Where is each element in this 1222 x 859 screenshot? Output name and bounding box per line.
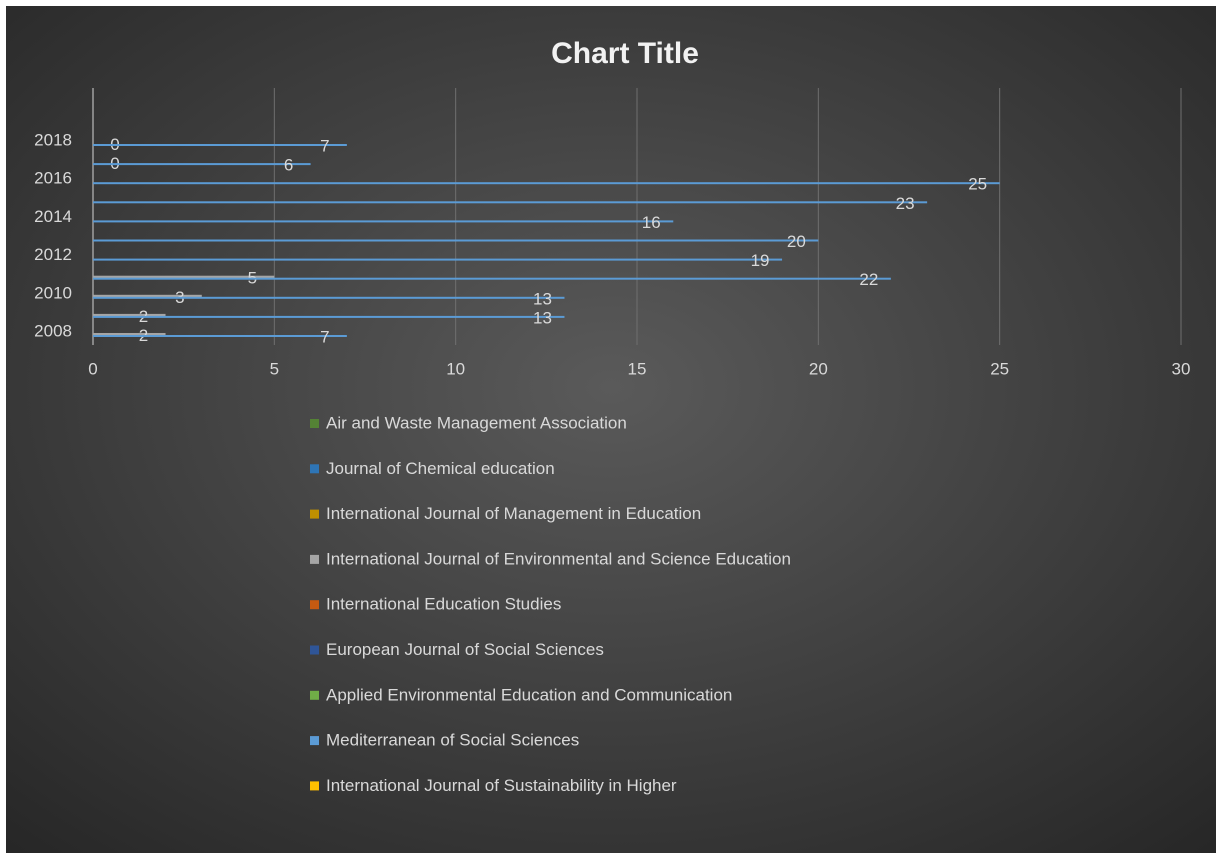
- bar: [93, 335, 347, 337]
- x-tick-label: 25: [990, 359, 1009, 378]
- legend-swatch: [310, 554, 319, 564]
- data-label: 13: [533, 289, 552, 308]
- legend-swatch: [310, 781, 319, 791]
- legend-label: Applied Environmental Education and Comm…: [326, 685, 732, 704]
- x-tick-label: 5: [270, 359, 279, 378]
- x-tick-label: 30: [1172, 359, 1191, 378]
- legend-label: International Journal of Management in E…: [326, 504, 701, 523]
- bar: [93, 163, 311, 166]
- data-label: 19: [751, 251, 770, 270]
- bar: [93, 220, 674, 223]
- x-tick-label: 15: [628, 359, 647, 378]
- bar: [93, 294, 202, 298]
- legend-label: International Education Studies: [326, 595, 561, 614]
- data-label: 16: [642, 213, 661, 232]
- bar: [93, 201, 928, 204]
- data-label: 13: [533, 308, 552, 327]
- y-tick-label: 2012: [34, 245, 72, 264]
- legend-label: Journal of Chemical education: [326, 459, 555, 478]
- legend-swatch: [310, 419, 319, 428]
- x-tick-label: 20: [809, 359, 828, 378]
- y-tick-label: 2018: [34, 130, 72, 149]
- data-label: 20: [787, 232, 806, 251]
- data-label: 7: [320, 136, 329, 155]
- legend-swatch: [310, 464, 319, 474]
- legend-label: Air and Waste Management Association: [326, 413, 627, 432]
- x-tick-label: 0: [88, 359, 97, 378]
- bar: [93, 296, 565, 299]
- x-tick-label: 10: [446, 359, 465, 378]
- y-tick-label: 2016: [34, 169, 72, 188]
- bar: [93, 313, 166, 317]
- legend-swatch: [310, 600, 319, 610]
- bar: [93, 275, 275, 279]
- y-tick-label: 2008: [34, 321, 72, 340]
- bar: [93, 258, 783, 261]
- bar: [93, 277, 891, 280]
- legend-swatch: [310, 645, 319, 655]
- chart-background: [6, 6, 1216, 853]
- chart-title: Chart Title: [551, 37, 699, 70]
- y-tick-label: 2010: [34, 283, 72, 302]
- legend-label: Mediterranean of Social Sciences: [326, 731, 579, 750]
- bar: [93, 315, 565, 318]
- legend-label: International Journal of Environmental a…: [326, 549, 791, 568]
- legend-swatch: [310, 690, 319, 700]
- legend-swatch: [310, 736, 319, 746]
- legend-label: European Journal of Social Sciences: [326, 640, 604, 659]
- bar: [93, 239, 819, 242]
- bar: [93, 144, 347, 146]
- data-label: 6: [284, 156, 293, 175]
- bar: [93, 333, 166, 336]
- legend-swatch: [310, 509, 319, 519]
- data-label: 25: [968, 175, 987, 194]
- legend-label: International Journal of Sustainability …: [326, 776, 677, 795]
- data-label: 23: [896, 194, 915, 213]
- bar: [93, 182, 1000, 185]
- data-label: 22: [859, 270, 878, 289]
- data-label: 7: [320, 327, 329, 346]
- y-tick-label: 2014: [34, 207, 72, 226]
